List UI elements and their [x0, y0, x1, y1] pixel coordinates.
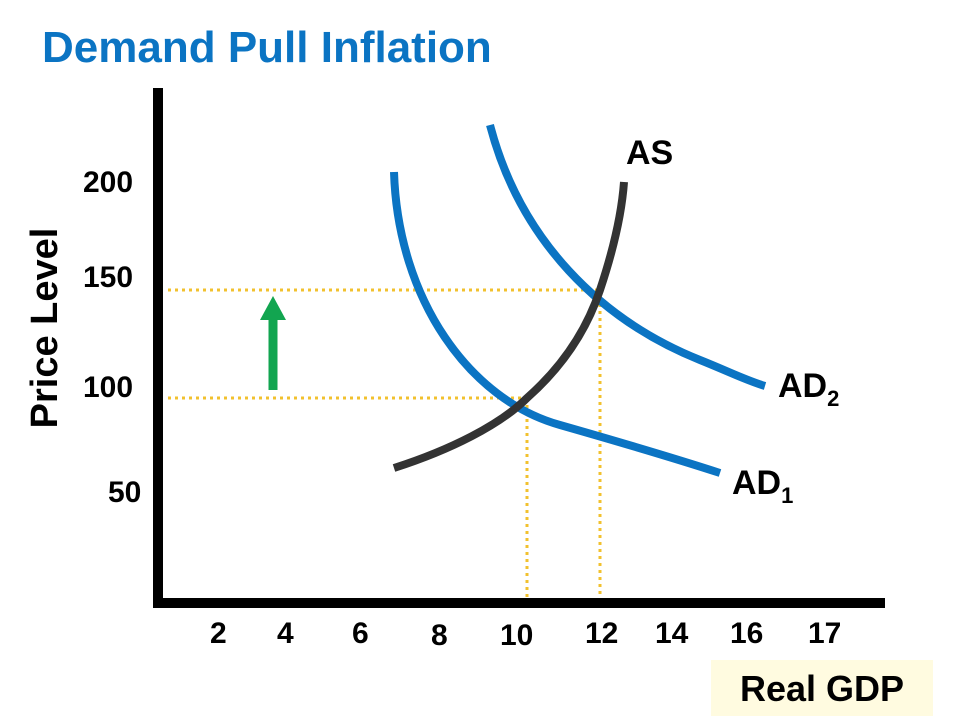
ad1-label: AD1 — [732, 464, 793, 508]
y-axis-label: Price Level — [24, 228, 66, 429]
ad2-curve — [486, 123, 767, 390]
price-rise-arrow — [260, 296, 286, 390]
equilibrium-guides — [168, 288, 602, 598]
x-tick-label: 16 — [730, 617, 763, 650]
arrow-head — [260, 296, 286, 320]
x-tick-label: 6 — [352, 617, 369, 650]
ad2-label-subscript: 2 — [827, 386, 839, 411]
as-label-text: AS — [626, 134, 673, 172]
y-tick-label: 50 — [108, 476, 141, 509]
as-curve — [392, 181, 628, 472]
ad1-curve — [390, 171, 722, 477]
x-tick-label: 4 — [277, 617, 294, 650]
x-tick-label: 12 — [585, 617, 618, 650]
x-tick-label: 8 — [431, 619, 448, 652]
x-tick-label: 2 — [210, 617, 227, 650]
ad1-label-subscript: 1 — [781, 483, 793, 508]
x-axis-label-box — [711, 660, 933, 716]
x-axis-label: Real GDP — [740, 668, 904, 709]
x-tick-label: 17 — [808, 617, 841, 650]
y-tick-labels: 200 150 100 50 — [83, 166, 141, 509]
chart-title: Demand Pull Inflation — [42, 23, 492, 72]
ad1-label-text: AD — [732, 464, 781, 502]
x-tick-label: 14 — [655, 617, 689, 650]
y-tick-label: 150 — [83, 261, 133, 294]
ad2-label-text: AD — [778, 367, 827, 405]
ad2-label: AD2 — [778, 367, 839, 411]
y-tick-label: 100 — [83, 371, 133, 404]
y-tick-label: 200 — [83, 166, 133, 199]
x-tick-label: 10 — [500, 619, 533, 652]
x-tick-labels: 2 4 6 8 10 12 14 16 17 — [210, 617, 841, 652]
as-label: AS — [626, 134, 673, 172]
